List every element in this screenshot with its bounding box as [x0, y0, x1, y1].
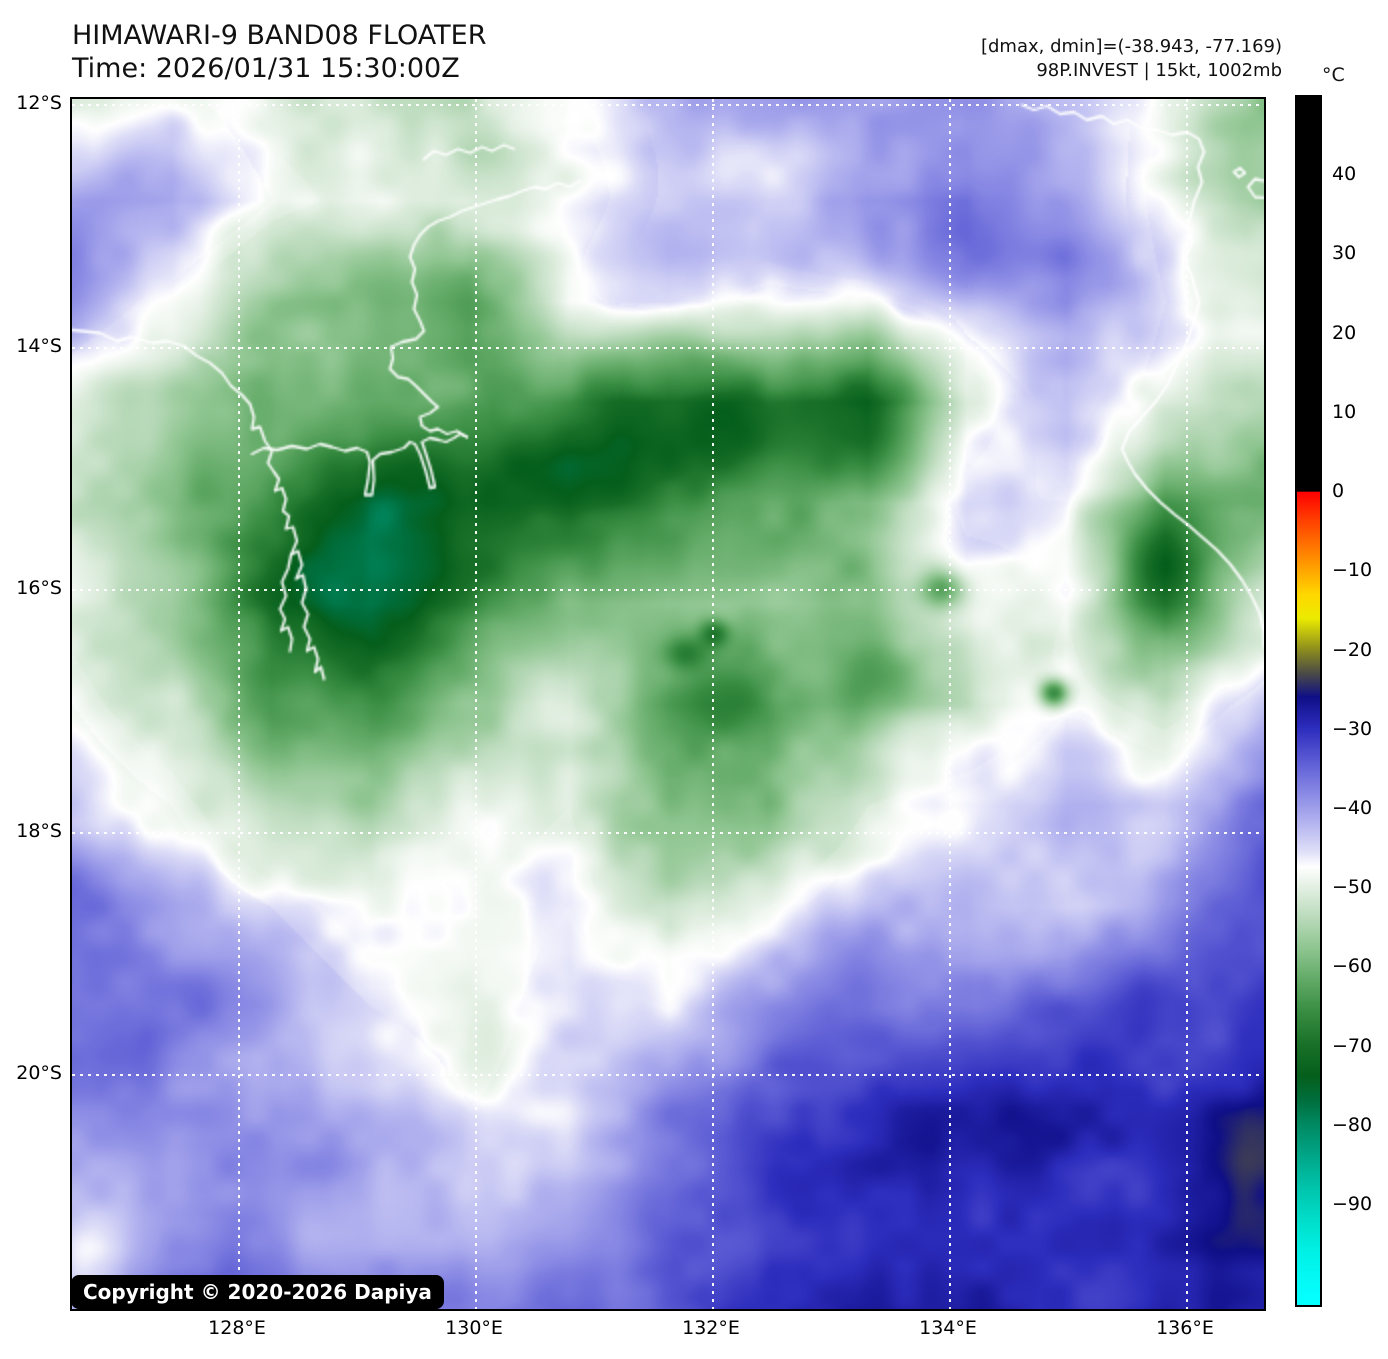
parallel-gridline — [72, 1074, 1264, 1076]
lat-tick-label: 20°S — [16, 1062, 62, 1084]
lon-tick-label: 132°E — [682, 1317, 740, 1339]
lon-tick-label: 128°E — [208, 1317, 266, 1339]
colorbar — [1295, 95, 1322, 1307]
colorbar-tick-label: 30 — [1332, 242, 1357, 265]
lon-tick-label: 136°E — [1156, 1317, 1214, 1339]
parallel-gridline — [72, 346, 1264, 349]
storm-info: 98P.INVEST | 15kt, 1002mb — [1036, 60, 1282, 81]
lon-tick-label: 130°E — [445, 1317, 503, 1339]
lat-tick-label: 18°S — [16, 819, 62, 842]
lat-tick-label: 16°S — [16, 577, 62, 600]
page-title: HIMAWARI-9 BAND08 FLOATER — [72, 20, 487, 51]
colorbar-tick-label: −60 — [1332, 955, 1373, 978]
parallel-gridline — [72, 104, 1264, 107]
parallel-gridline — [72, 831, 1264, 834]
colorbar-tick-label: −80 — [1332, 1113, 1373, 1136]
parallel-gridline — [72, 589, 1264, 592]
dmax-dmin-readout: [dmax, dmin]=(-38.943, -77.169) — [980, 36, 1282, 57]
lat-tick-label: 14°S — [16, 334, 62, 357]
colorbar-tick-label: −40 — [1332, 796, 1373, 819]
colorbar-tick-label: 0 — [1332, 480, 1345, 503]
colorbar-tick-label: −30 — [1332, 717, 1373, 740]
colorbar-tick-label: 20 — [1332, 321, 1357, 344]
meridian-gridline — [1185, 99, 1188, 1309]
meridian-gridline — [475, 99, 478, 1309]
copyright-badge: Copyright © 2020-2026 Dapiya — [71, 1275, 444, 1309]
timestamp: Time: 2026/01/31 15:30:00Z — [72, 53, 460, 84]
colorbar-tick-label: −90 — [1332, 1193, 1373, 1216]
lat-tick-label: 12°S — [16, 92, 62, 115]
meridian-gridline — [238, 99, 241, 1309]
colorbar-tick-label: 10 — [1332, 400, 1357, 423]
meridian-gridline — [712, 99, 715, 1309]
water-vapor-imagery-canvas — [72, 99, 1264, 1309]
colorbar-tick-label: 40 — [1332, 163, 1357, 186]
meridian-gridline — [949, 99, 951, 1309]
colorbar-tick-label: −10 — [1332, 559, 1373, 582]
satellite-map — [70, 97, 1266, 1311]
lon-tick-label: 134°E — [919, 1317, 977, 1339]
colorbar-tick-label: −50 — [1332, 876, 1373, 899]
colorbar-tick-label: −70 — [1332, 1034, 1373, 1057]
colorbar-tick-label: −20 — [1332, 638, 1373, 661]
colorbar-unit-label: °C — [1322, 64, 1345, 86]
